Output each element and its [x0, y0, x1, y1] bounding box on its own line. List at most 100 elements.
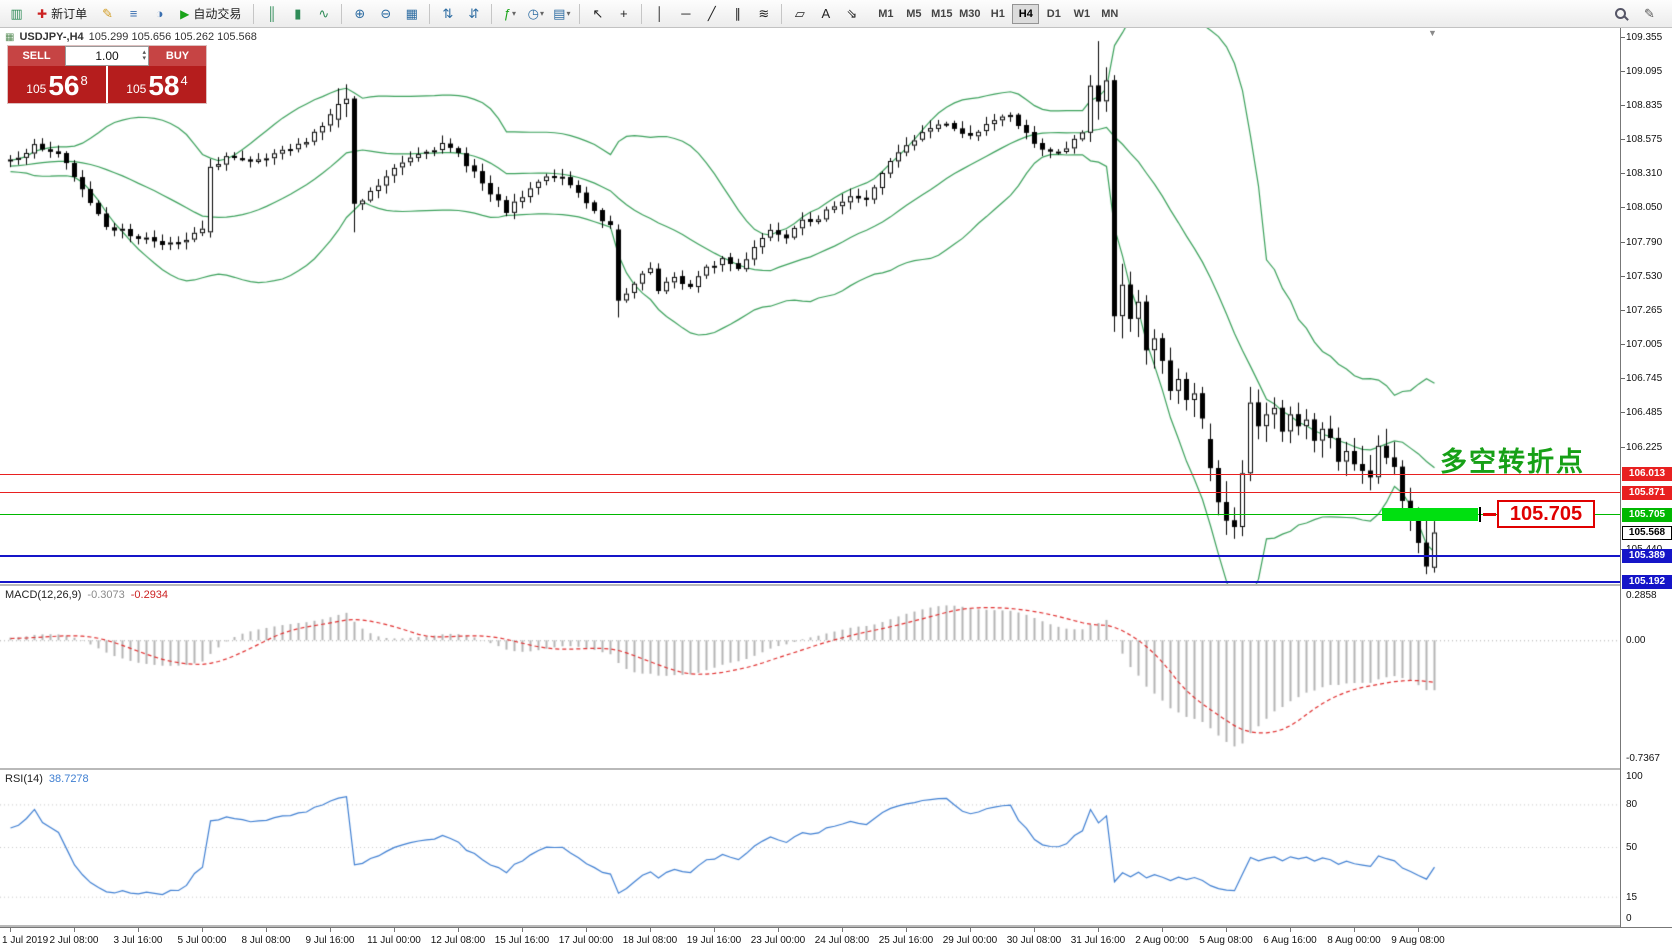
- macd-canvas[interactable]: [0, 586, 1620, 768]
- main-chart-panel[interactable]: ▦ USDJPY-,H4 105.299 105.656 105.262 105…: [0, 28, 1620, 584]
- periods-icon[interactable]: ◷ ▾: [523, 3, 548, 25]
- zoom-in-icon[interactable]: ⊕: [347, 3, 372, 25]
- templates-icon-dropdown-arrow[interactable]: ▾: [566, 9, 571, 18]
- toolbar-separator: [781, 3, 783, 24]
- candlestick-chart-canvas[interactable]: [0, 28, 1620, 584]
- buy-price-prefix: 105: [126, 82, 147, 96]
- strategy-tester-icon[interactable]: ◑: [147, 3, 172, 25]
- macd-panel[interactable]: MACD(12,26,9) -0.3073 -0.2934: [0, 586, 1620, 768]
- panel-separator[interactable]: [0, 925, 1672, 927]
- toolbar: ▥ ✚ 新订单 ✎ ≡ ◑ ▶ 自动交易 ║ ▮ ∿ ⊕ ⊖ ▦ ⇅ ⇵ ƒ ▾ ◷ ▾ ▤ ▾ ↖ + │ ─ ╱ ∥ ≋ ▱ A ⇘ M1…: [0, 0, 1672, 28]
- templates-icon[interactable]: ▤ ▾: [549, 3, 574, 25]
- horizontal-level-line[interactable]: [0, 492, 1620, 494]
- cursor-icon[interactable]: ↖: [585, 3, 610, 25]
- fibonacci-icon[interactable]: ≋: [751, 3, 776, 25]
- price-axis-label: 109.355: [1626, 31, 1663, 43]
- price-highlight-bar[interactable]: [1382, 508, 1478, 521]
- periods-icon-dropdown-arrow[interactable]: ▾: [539, 9, 544, 18]
- indicators-icon[interactable]: ƒ ▾: [497, 3, 522, 25]
- indicators-icon-dropdown-arrow[interactable]: ▾: [511, 9, 516, 18]
- trade-panel-header: SELL 1.00 ▴ ▾ BUY: [8, 46, 206, 66]
- timeframe-m30-button[interactable]: M30: [959, 7, 981, 20]
- rsi-panel[interactable]: RSI(14) 38.7278: [0, 770, 1620, 925]
- timeframe-m15-button[interactable]: M15: [931, 7, 953, 20]
- turning-point-annotation[interactable]: 多空转折点: [1440, 447, 1585, 477]
- time-axis-tick: [1290, 928, 1291, 932]
- vertical-line-icon[interactable]: │: [647, 3, 672, 25]
- sell-button[interactable]: SELL: [8, 46, 65, 66]
- rsi-scale-label: 80: [1626, 799, 1638, 811]
- time-axis-label: 5 Aug 08:00: [1199, 935, 1253, 946]
- macd-scale-label: 0.2858: [1626, 589, 1657, 601]
- toolbar-separator: [641, 3, 643, 24]
- arrange-descending-icon[interactable]: ⇵: [461, 3, 486, 25]
- timeframe-m5-button[interactable]: M5: [906, 7, 922, 20]
- arrange-ascending-icon[interactable]: ⇅: [435, 3, 460, 25]
- volume-decrease-button[interactable]: ▾: [142, 55, 146, 62]
- panel-separator[interactable]: [0, 768, 1672, 770]
- buy-price-button[interactable]: 105 58 4: [108, 66, 206, 103]
- timeframe-h1-button[interactable]: H1: [990, 7, 1005, 20]
- time-axis-label: 6 Aug 16:00: [1263, 935, 1317, 946]
- time-axis-label: 18 Jul 08:00: [622, 935, 678, 946]
- trendline-icon[interactable]: ╱: [699, 3, 724, 25]
- new-order-button[interactable]: ✚ 新订单: [30, 3, 94, 25]
- sell-price-button[interactable]: 105 56 8: [8, 66, 106, 103]
- crosshair-icon[interactable]: +: [611, 3, 636, 25]
- timeframe-mn-button[interactable]: MN: [1101, 7, 1119, 20]
- time-axis-label: 8 Jul 08:00: [241, 935, 291, 946]
- toolbar-left-group: ▥ ✚ 新订单 ✎ ≡ ◑ ▶ 自动交易 ║ ▮ ∿ ⊕ ⊖ ▦ ⇅ ⇵ ƒ ▾ ◷ ▾ ▤ ▾ ↖ + │ ─ ╱ ∥ ≋ ▱ A ⇘: [4, 3, 864, 25]
- chart-window-icon[interactable]: ▥: [4, 3, 29, 25]
- horizontal-level-line[interactable]: [0, 514, 1620, 516]
- channel-icon[interactable]: ∥: [725, 3, 750, 25]
- search-icon-glyph: [1615, 8, 1626, 19]
- tile-windows-icon[interactable]: ▦: [399, 3, 424, 25]
- metaeditor-icon[interactable]: ✎: [95, 3, 120, 25]
- time-axis-tick: [586, 928, 587, 932]
- hline-price-tag: 105.389: [1622, 549, 1672, 563]
- search-icon[interactable]: [1608, 3, 1633, 25]
- highlight-bar-handle: [1479, 507, 1481, 522]
- zoom-out-icon[interactable]: ⊖: [373, 3, 398, 25]
- timeframe-w1-button[interactable]: W1: [1073, 7, 1091, 20]
- toolbar-separator: [253, 3, 255, 24]
- rsi-scale-label: 50: [1626, 842, 1638, 853]
- line-chart-icon[interactable]: ∿: [311, 3, 336, 25]
- horizontal-line-icon[interactable]: ─: [673, 3, 698, 25]
- buy-price-pip: 4: [180, 73, 188, 88]
- price-axis[interactable]: 106.013 105.871 105.705 105.389 105.192 105.5…: [1620, 28, 1672, 927]
- price-axis-tick: [1621, 412, 1625, 414]
- timeframe-d1-button[interactable]: D1: [1046, 7, 1061, 20]
- timeframe-m1-button[interactable]: M1: [878, 7, 894, 20]
- panel-separator[interactable]: [0, 584, 1672, 586]
- time-axis-label: 17 Jul 00:00: [558, 935, 614, 946]
- time-axis-label: 11 Jul 00:00: [367, 935, 421, 946]
- rsi-canvas[interactable]: [0, 770, 1620, 925]
- volume-increase-button[interactable]: ▴: [142, 49, 146, 56]
- price-level-label[interactable]: 105.705: [1497, 500, 1595, 528]
- time-axis[interactable]: 1 Jul 2019 2 Jul 08:00 3 Jul 16:00 5 Jul 00…: [0, 927, 1672, 951]
- rsi-scale-label: 100: [1626, 771, 1643, 782]
- horizontal-level-line[interactable]: [0, 555, 1620, 557]
- text-icon-glyph: A: [821, 6, 831, 21]
- periods-icon-glyph: ◷: [527, 5, 539, 21]
- market-watch-icon[interactable]: ≡: [121, 3, 146, 25]
- macd-scale-label: 0.00: [1626, 635, 1646, 647]
- bar-chart-icon[interactable]: ║: [259, 3, 284, 25]
- text-icon[interactable]: A: [813, 3, 838, 25]
- quick-edit-icon[interactable]: ✎: [1637, 3, 1662, 25]
- arrow-objects-icon[interactable]: ⇘: [839, 3, 864, 25]
- shapes-icon[interactable]: ▱: [787, 3, 812, 25]
- candlestick-chart-icon[interactable]: ▮: [285, 3, 310, 25]
- horizontal-level-line[interactable]: [0, 473, 1620, 475]
- chart-shift-marker[interactable]: ▼: [1428, 28, 1437, 38]
- market-watch-icon-glyph: ≡: [129, 6, 138, 21]
- buy-button[interactable]: BUY: [149, 46, 206, 66]
- timeframe-h4-button[interactable]: H4: [1012, 3, 1040, 24]
- autotrading-button[interactable]: ▶ 自动交易: [173, 3, 248, 25]
- sell-price-pip: 8: [80, 73, 88, 88]
- time-axis-tick: [10, 928, 11, 932]
- horizontal-level-line[interactable]: [0, 580, 1620, 583]
- volume-input[interactable]: 1.00 ▴ ▾: [65, 46, 149, 66]
- hline-price-tag: 105.192: [1622, 574, 1672, 589]
